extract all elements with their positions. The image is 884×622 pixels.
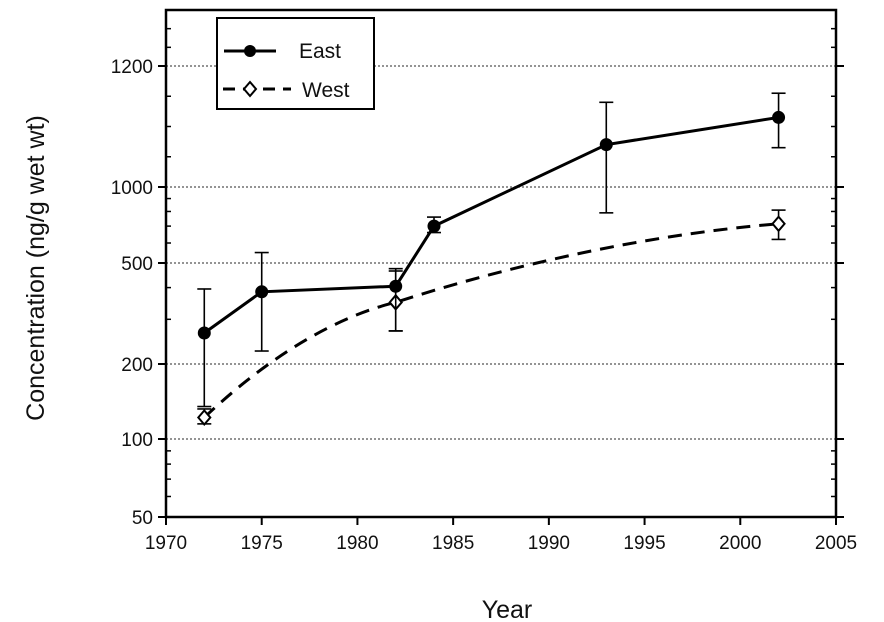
- data-point-west: [771, 215, 786, 233]
- x-tick-label: 1980: [336, 533, 378, 554]
- legend-east-marker: [244, 45, 256, 57]
- x-tick-label: 1985: [432, 533, 474, 554]
- x-axis-title: Year: [482, 596, 533, 622]
- y-tick-label: 1200: [111, 57, 153, 78]
- y-axis-title: Concentration (ng/g wet wt): [22, 115, 50, 421]
- y-tick-label: 200: [121, 355, 153, 376]
- y-tick-label: 100: [121, 430, 153, 451]
- legend-west-label: West: [302, 79, 350, 102]
- data-point-east: [427, 219, 441, 233]
- data-point-east: [772, 110, 786, 124]
- data-point-east: [599, 138, 613, 152]
- y-tick-label: 1000: [111, 178, 153, 199]
- data-point-east: [389, 279, 403, 293]
- series-line: [203, 222, 779, 419]
- series-line: [203, 115, 779, 335]
- legend: East West: [216, 17, 375, 110]
- legend-box: [216, 17, 375, 110]
- legend-west-marker: [242, 80, 258, 98]
- data-point-east: [255, 285, 269, 299]
- data-point-west: [196, 408, 212, 427]
- series-east: [197, 92, 786, 408]
- y-tick-label: 50: [132, 508, 153, 529]
- x-tick-label: 1970: [145, 533, 187, 554]
- legend-east-label: East: [299, 40, 341, 63]
- y-tick-label: 500: [121, 254, 153, 275]
- x-tick-label: 2000: [719, 533, 761, 554]
- x-tick-label: 1975: [241, 533, 283, 554]
- x-axis: 1970 1975 1980 1985 1990 1995 2000 2005: [145, 517, 857, 554]
- x-tick-label: 1995: [623, 533, 665, 554]
- data-point-east: [197, 326, 211, 340]
- x-tick-label: 1990: [528, 533, 570, 554]
- series-west: [196, 209, 786, 427]
- y-axis: 50 100 200 500 1000 1200: [111, 57, 844, 529]
- x-tick-label: 2005: [815, 533, 857, 554]
